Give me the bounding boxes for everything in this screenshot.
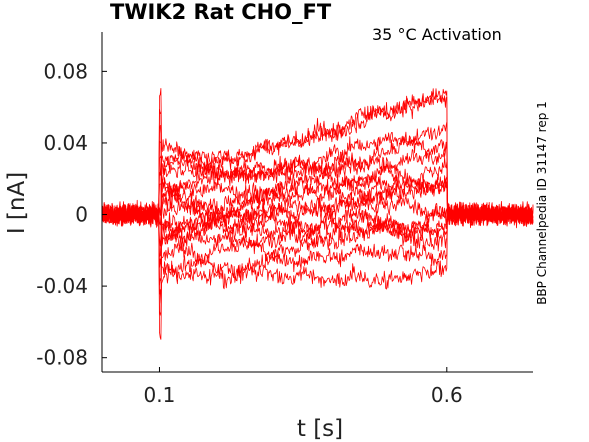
x-axis-label: t [s] xyxy=(297,416,343,442)
y-tick-label: 0 xyxy=(75,203,88,227)
y-tick-label: 0.08 xyxy=(43,59,88,83)
y-tick-label: 0.04 xyxy=(43,131,88,155)
trace-series xyxy=(101,88,534,226)
chart-title: TWIK2 Rat CHO_FT xyxy=(110,0,332,24)
plot-area xyxy=(101,88,534,340)
y-tick-label: -0.04 xyxy=(36,274,88,298)
traces xyxy=(101,88,534,340)
trace-series xyxy=(101,88,534,227)
y-ticks: 0.08 0.04 0 -0.04 -0.08 xyxy=(36,59,107,370)
source-label: BBP Channelpedia ID 31147 rep 1 xyxy=(535,101,549,305)
x-tick-label: 0.6 xyxy=(431,383,463,407)
x-tick-label: 0.1 xyxy=(144,383,176,407)
x-ticks: 0.1 0.6 xyxy=(144,367,463,407)
y-tick-label: -0.08 xyxy=(36,346,88,370)
trace-series xyxy=(101,155,534,229)
y-axis-label: I [nA] xyxy=(4,172,30,234)
chart-annotation: 35 °C Activation xyxy=(372,25,502,44)
